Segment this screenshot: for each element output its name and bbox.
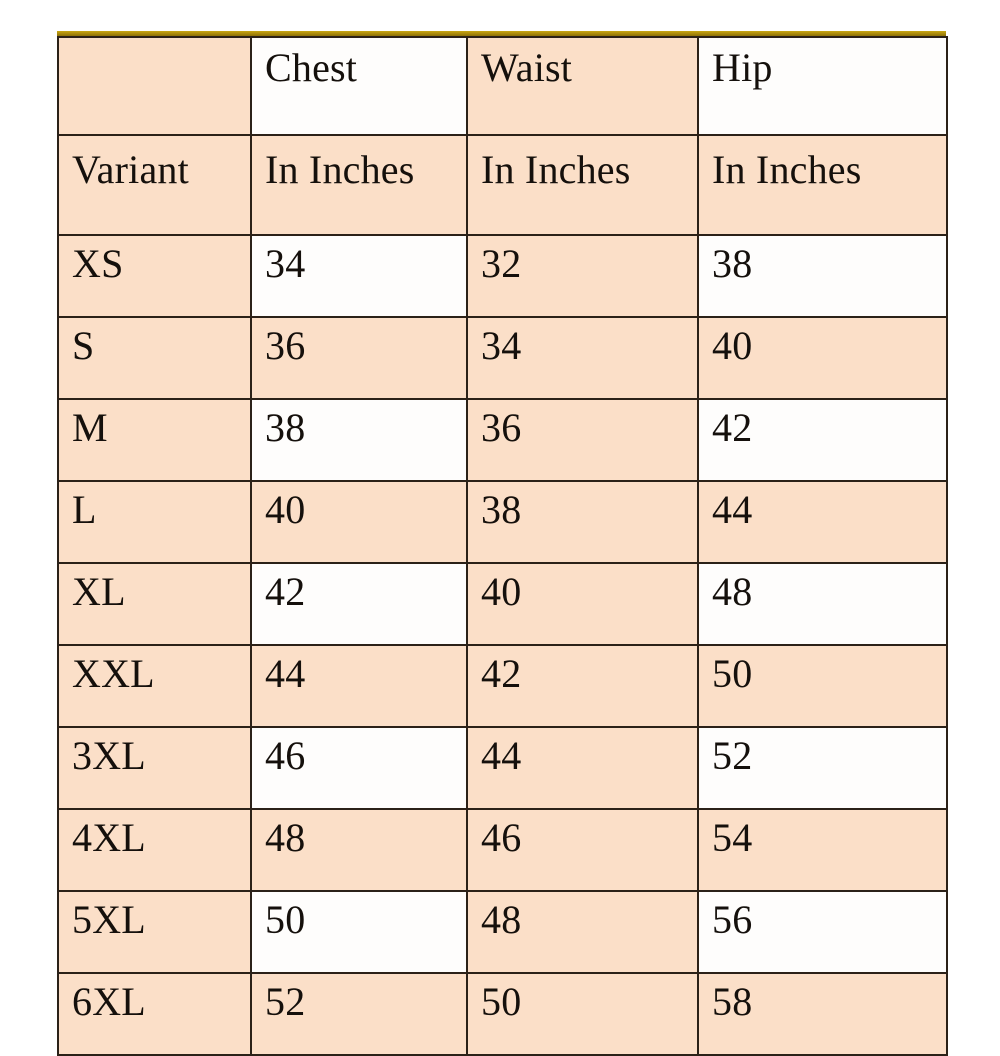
header-cell-waist-units: In Inches [466,134,699,236]
cell-chest: 36 [250,316,468,400]
table-row: XXL 44 42 50 [57,644,948,728]
cell-waist: 36 [466,398,699,482]
cell-variant: 3XL [57,726,252,810]
cell-variant: 4XL [57,808,252,892]
table-row: XL 42 40 48 [57,562,948,646]
cell-waist: 34 [466,316,699,400]
header-cell-hip: Hip [697,36,948,136]
cell-hip: 38 [697,234,948,318]
cell-chest: 46 [250,726,468,810]
table-row: 6XL 52 50 58 [57,972,948,1056]
cell-waist: 40 [466,562,699,646]
size-chart-body: Chest Waist Hip Variant In Inches In Inc… [57,36,948,1056]
cell-waist: 38 [466,480,699,564]
cell-variant: L [57,480,252,564]
header-cell-waist: Waist [466,36,699,136]
table-top-rule [57,31,946,36]
cell-hip: 54 [697,808,948,892]
cell-variant: 6XL [57,972,252,1056]
cell-hip: 42 [697,398,948,482]
cell-chest: 50 [250,890,468,974]
cell-waist: 48 [466,890,699,974]
page-canvas: Chest Waist Hip Variant In Inches In Inc… [57,31,948,1056]
cell-chest: 38 [250,398,468,482]
cell-variant: XXL [57,644,252,728]
cell-chest: 34 [250,234,468,318]
cell-hip: 50 [697,644,948,728]
cell-variant: 5XL [57,890,252,974]
header-cell-variant: Variant [57,134,252,236]
cell-waist: 32 [466,234,699,318]
table-row: S 36 34 40 [57,316,948,400]
cell-hip: 40 [697,316,948,400]
cell-chest: 44 [250,644,468,728]
cell-chest: 52 [250,972,468,1056]
header-cell-hip-units: In Inches [697,134,948,236]
cell-chest: 40 [250,480,468,564]
cell-hip: 48 [697,562,948,646]
cell-variant: M [57,398,252,482]
cell-variant: XL [57,562,252,646]
table-row: 3XL 46 44 52 [57,726,948,810]
cell-waist: 42 [466,644,699,728]
table-row: 5XL 50 48 56 [57,890,948,974]
header-cell-chest-units: In Inches [250,134,468,236]
cell-hip: 56 [697,890,948,974]
header-row-units: Variant In Inches In Inches In Inches [57,134,948,236]
table-row: L 40 38 44 [57,480,948,564]
size-chart-container: Chest Waist Hip Variant In Inches In Inc… [57,31,948,1056]
table-row: XS 34 32 38 [57,234,948,318]
table-row: 4XL 48 46 54 [57,808,948,892]
cell-variant: XS [57,234,252,318]
size-chart-table: Chest Waist Hip Variant In Inches In Inc… [57,36,948,1056]
cell-waist: 46 [466,808,699,892]
cell-waist: 50 [466,972,699,1056]
header-cell-chest: Chest [250,36,468,136]
header-cell-blank [57,36,252,136]
cell-chest: 48 [250,808,468,892]
cell-hip: 52 [697,726,948,810]
cell-hip: 58 [697,972,948,1056]
cell-hip: 44 [697,480,948,564]
cell-chest: 42 [250,562,468,646]
header-row-category: Chest Waist Hip [57,36,948,136]
cell-variant: S [57,316,252,400]
cell-waist: 44 [466,726,699,810]
table-row: M 38 36 42 [57,398,948,482]
